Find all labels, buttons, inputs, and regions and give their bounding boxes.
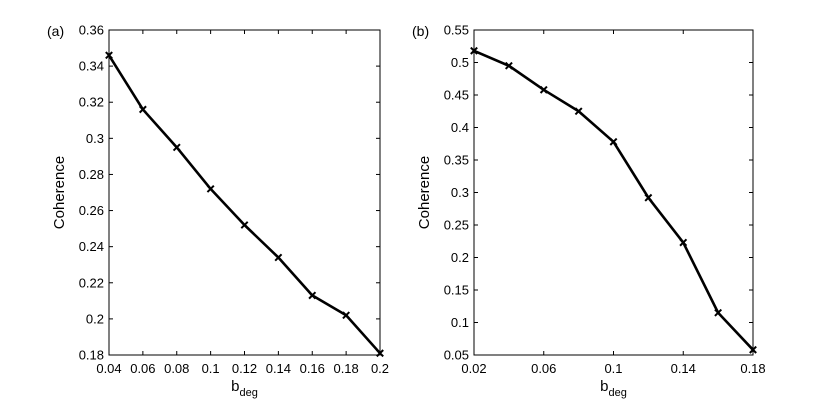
data-point-marker <box>274 253 283 262</box>
y-tick-label: 0.5 <box>451 55 469 70</box>
data-point-marker <box>539 85 548 94</box>
marker-stroke <box>679 238 688 247</box>
x-axis-label-main: b <box>231 378 239 395</box>
x-tick-label: 0.1 <box>202 361 220 376</box>
y-tick-label: 0.3 <box>451 185 469 200</box>
x-tick-label: 0.04 <box>96 361 121 376</box>
data-point-marker <box>206 184 215 193</box>
y-tick-label: 0.28 <box>79 167 104 182</box>
marker-stroke <box>376 349 384 358</box>
y-tick-label: 0.18 <box>79 348 104 363</box>
plot-area-frame <box>473 29 754 356</box>
data-point-marker <box>714 308 723 317</box>
marker-stroke <box>539 85 548 94</box>
x-tick-label: 0.02 <box>461 361 486 376</box>
marker-stroke <box>274 253 283 262</box>
marker-stroke <box>308 291 317 300</box>
marker-stroke <box>644 193 653 202</box>
y-tick-label: 0.26 <box>79 203 104 218</box>
data-point-marker <box>105 51 113 60</box>
data-point-marker <box>679 238 688 247</box>
x-tick-label: 0.06 <box>130 361 155 376</box>
x-tick-label: 0.2 <box>371 361 389 376</box>
data-point-marker <box>504 61 513 70</box>
marker-stroke <box>470 46 478 55</box>
marker-stroke <box>574 107 583 116</box>
y-tick-label: 0.24 <box>79 239 104 254</box>
x-tick-label: 0.14 <box>266 361 291 376</box>
y-axis-label: Coherence <box>416 156 433 229</box>
y-tick-label: 0.2 <box>451 250 469 265</box>
x-tick-label: 0.06 <box>531 361 556 376</box>
y-tick-label: 0.2 <box>86 311 104 326</box>
x-axis-label: bdeg <box>600 378 627 399</box>
y-tick-label: 0.36 <box>79 23 104 38</box>
data-point-marker <box>574 107 583 116</box>
y-tick-label: 0.05 <box>444 348 469 363</box>
x-tick-label: 0.14 <box>671 361 696 376</box>
x-axis-label-subscript: deg <box>608 387 626 399</box>
x-tick-label: 0.18 <box>333 361 358 376</box>
y-tick-label: 0.1 <box>451 315 469 330</box>
y-tick-label: 0.35 <box>444 153 469 168</box>
y-tick-label: 0.25 <box>444 218 469 233</box>
x-axis-label-main: b <box>600 378 608 395</box>
panel-label: (b) <box>412 23 429 39</box>
marker-stroke <box>504 61 513 70</box>
y-tick-label: 0.3 <box>86 131 104 146</box>
data-point-marker <box>609 137 618 146</box>
x-tick-label: 0.1 <box>604 361 622 376</box>
marker-stroke <box>714 308 723 317</box>
marker-stroke <box>206 184 215 193</box>
chart-panel-2: 0.02 0.06 0.1 0.14 0.18 0.05 0.1 0.15 0.2 0.25 0.3… <box>412 23 766 400</box>
x-tick-label: 0.12 <box>232 361 257 376</box>
x-tick-label: 0.18 <box>740 361 765 376</box>
x-tick-label: 0.16 <box>300 361 325 376</box>
y-tick-label: 0.4 <box>451 120 469 135</box>
y-tick-label: 0.55 <box>444 23 469 38</box>
x-tick-label: 0.08 <box>164 361 189 376</box>
marker-stroke <box>172 143 181 152</box>
data-point-marker <box>644 193 653 202</box>
x-axis-label-subscript: deg <box>239 387 257 399</box>
marker-stroke <box>138 105 147 114</box>
y-tick-label: 0.45 <box>444 88 469 103</box>
data-point-marker <box>749 345 757 354</box>
marker-stroke <box>609 137 618 146</box>
y-tick-label: 0.22 <box>79 275 104 290</box>
y-axis-label: Coherence <box>51 156 68 229</box>
y-tick-label: 0.34 <box>79 59 104 74</box>
y-tick-label: 0.32 <box>79 95 104 110</box>
panel-label: (a) <box>47 23 64 39</box>
marker-stroke <box>240 221 249 229</box>
data-point-marker <box>240 221 249 229</box>
data-point-marker <box>470 46 478 55</box>
marker-stroke <box>749 345 757 354</box>
data-point-marker <box>308 291 317 300</box>
data-point-marker <box>138 105 147 114</box>
marker-stroke <box>342 311 351 320</box>
plot-area-frame <box>108 29 381 356</box>
data-point-marker <box>172 143 181 152</box>
data-point-marker <box>342 311 351 320</box>
data-point-marker <box>376 349 384 358</box>
marker-stroke <box>105 51 113 60</box>
x-axis-label: bdeg <box>231 378 258 399</box>
chart-panel-1: 0.04 0.06 0.08 0.1 0.12 0.14 0.16 0.18 0.2 0.18 0.… <box>47 23 389 400</box>
y-tick-label: 0.15 <box>444 283 469 298</box>
